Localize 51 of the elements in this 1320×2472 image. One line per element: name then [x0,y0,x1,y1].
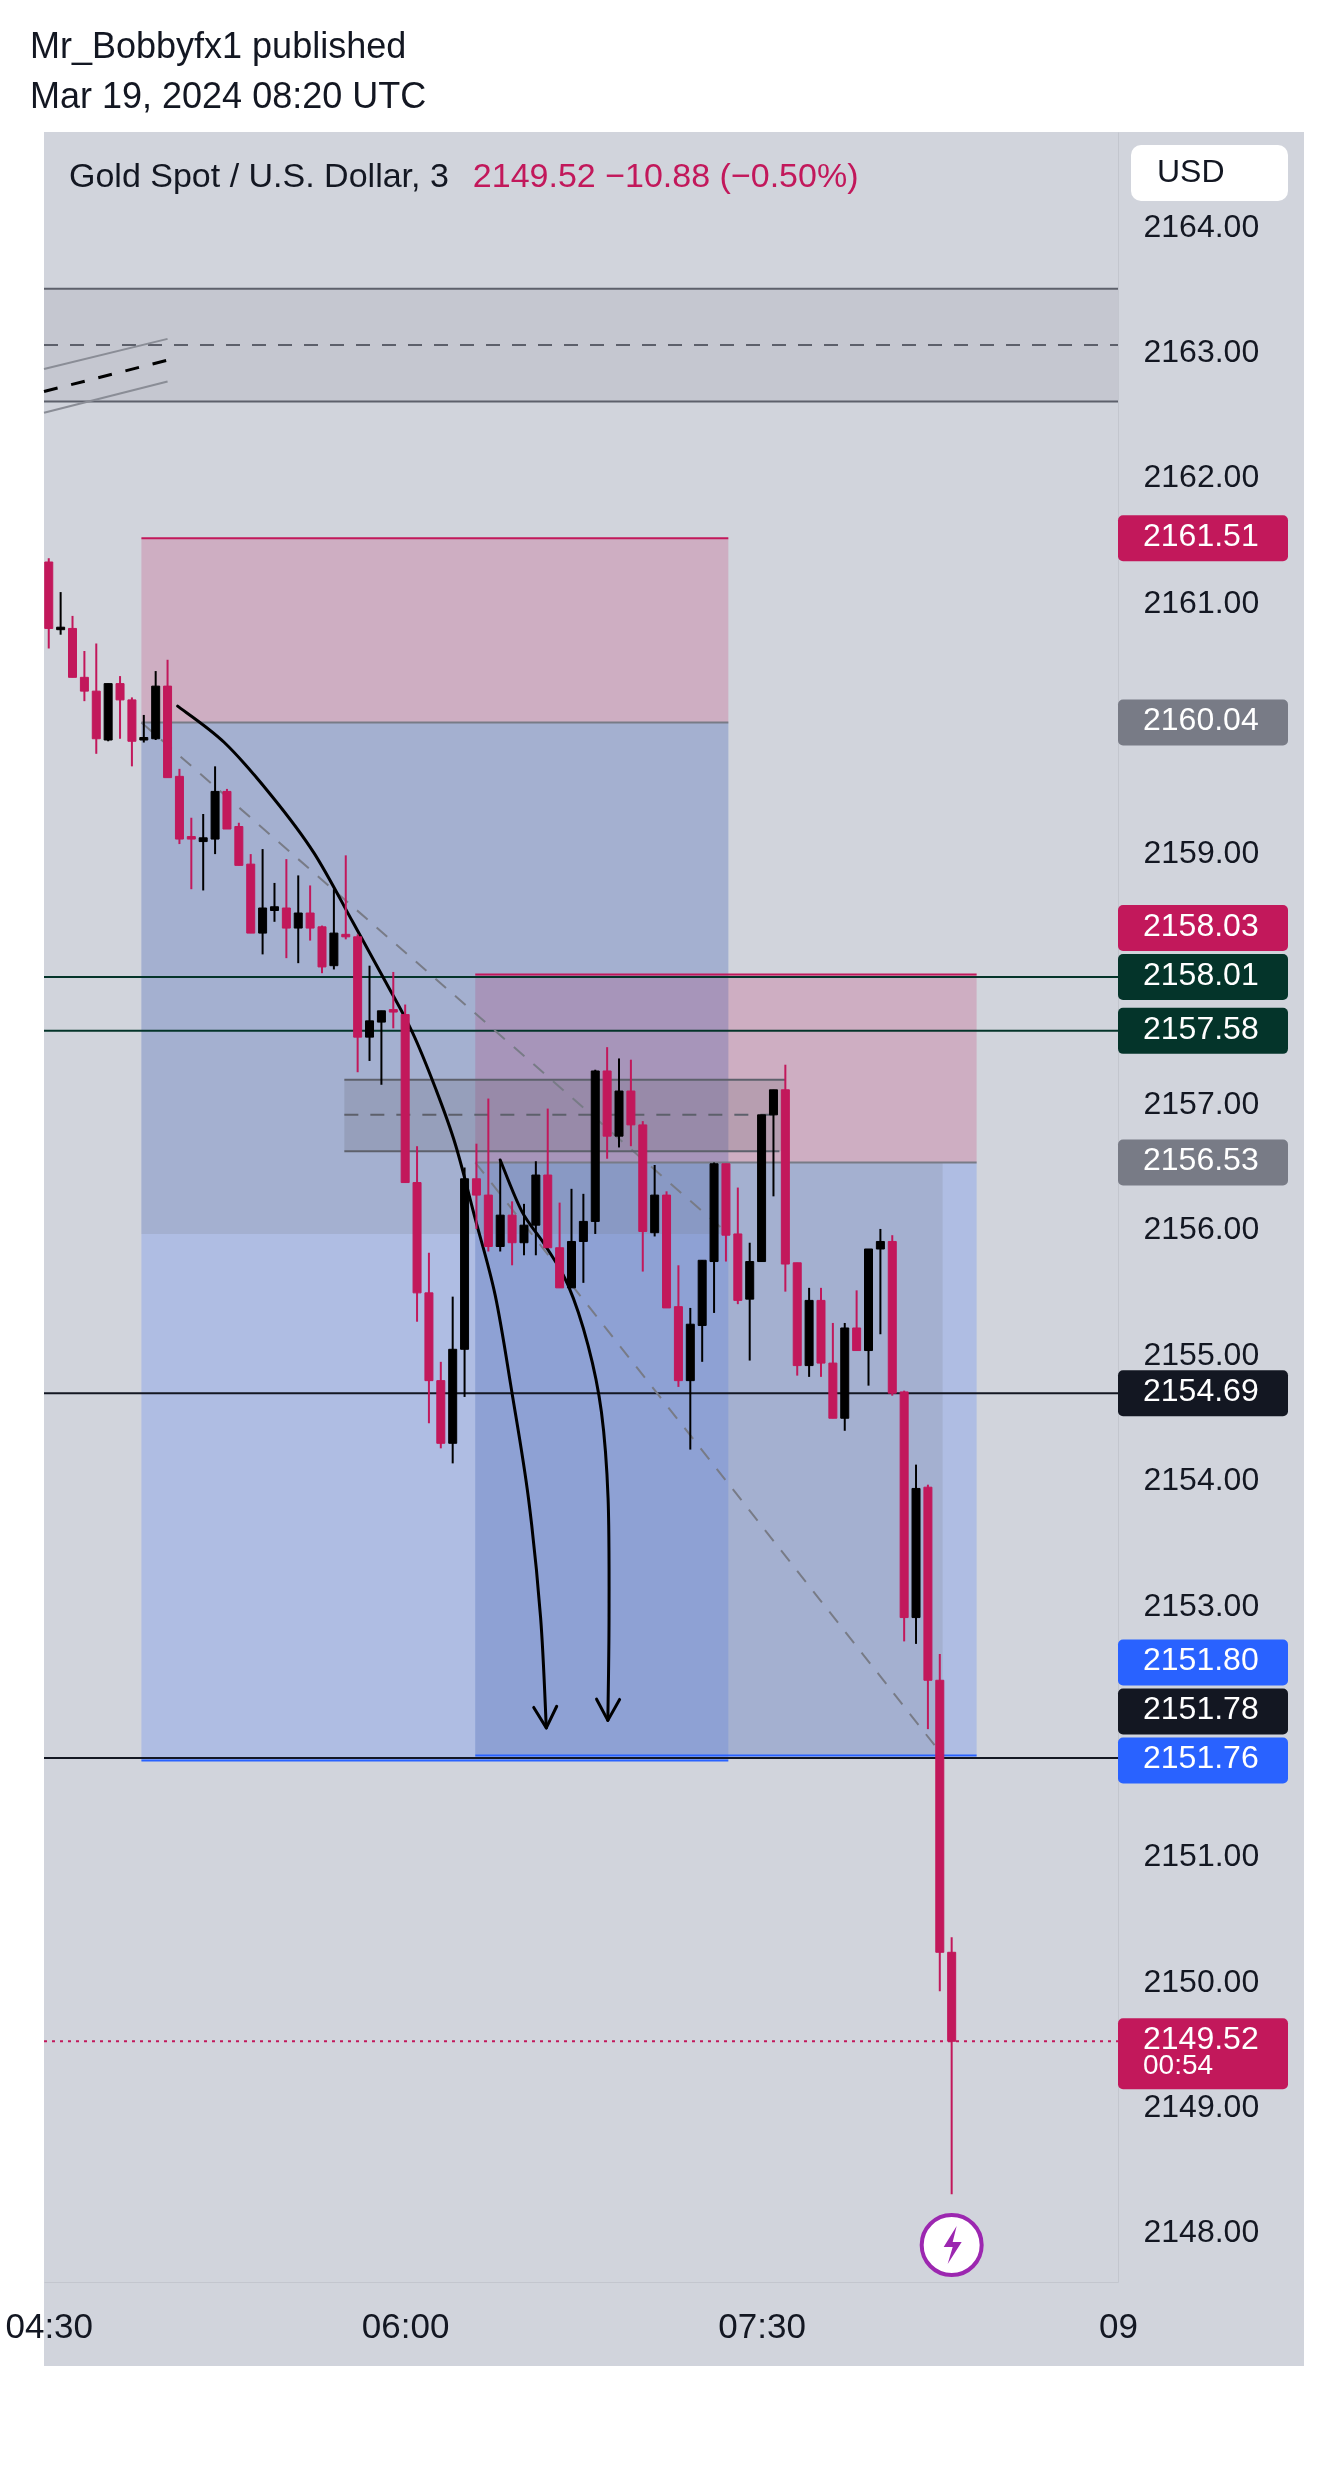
y-tick-label: 2157.00 [1143,1085,1260,1122]
y-tick-label: 2148.00 [1143,2213,1260,2250]
candlestick [115,675,125,740]
y-tick-label: 2154.00 [1143,1461,1260,1498]
y-tick-label: 2163.00 [1143,332,1260,369]
x-tick-label: 07:30 [718,2305,806,2345]
ref-line-label: 2149.52 00:54 [1143,2020,1259,2081]
candlestick [79,650,89,703]
y-tick-label: 2150.00 [1143,1962,1260,1999]
ref-line-label: 2157.58 [1143,1010,1259,1047]
candlestick [139,713,149,744]
text: 2151.76 [1143,1739,1259,1776]
text: 2160.04 [1143,701,1259,738]
ref-line-label: 2158.01 [1143,956,1259,993]
candlestick [365,964,375,1062]
candlestick [376,1009,386,1086]
y-axis-title: USD [1157,153,1225,190]
y-tick-label: 2155.00 [1143,1335,1260,1372]
candlestick [269,881,279,923]
candlestick [388,970,398,1030]
candlestick [198,812,208,892]
y-tick-label: 2161.00 [1143,583,1260,620]
text: 2156.53 [1143,1141,1259,1178]
text: 2149.52 −10.88 (−0.50%) [472,155,859,194]
y-tick-label: 2164.00 [1143,207,1260,244]
text: 2161.51 [1143,517,1259,554]
text: 2151.80 [1143,1641,1259,1678]
y-tick-label: 2156.00 [1143,1210,1260,1247]
y-tick-label: 2162.00 [1143,458,1260,495]
text: 2158.03 [1143,907,1259,944]
x-tick-label: 06:00 [361,2305,450,2345]
y-tick-label: 2159.00 [1143,834,1260,871]
candlestick [281,858,291,960]
candlestick [519,1202,529,1257]
y-tick-label: 2151.00 [1143,1837,1260,1874]
candlestick [875,1227,885,1336]
y-tick-label: 2153.00 [1143,1586,1260,1623]
candlestick [186,816,196,891]
candlestick [305,884,315,942]
candlestick [578,1192,588,1284]
candlestick [293,874,303,965]
text: Mar 19, 2024 08:20 UTC [30,74,427,118]
y-tick-label: 2149.00 [1143,2087,1260,2124]
x-tick-label: 04:30 [5,2305,94,2345]
x-tick-label: 09 [1099,2305,1138,2345]
candlestick [852,1289,862,1352]
candlestick [471,1142,481,1230]
text: Mr_Bobbyfx1 published [30,24,408,68]
ref-line-label: 2154.69 [1143,1372,1259,1409]
ref-line-label: 2151.78 [1143,1690,1259,1727]
text: Gold Spot / U.S. Dollar, 3 [69,155,449,194]
